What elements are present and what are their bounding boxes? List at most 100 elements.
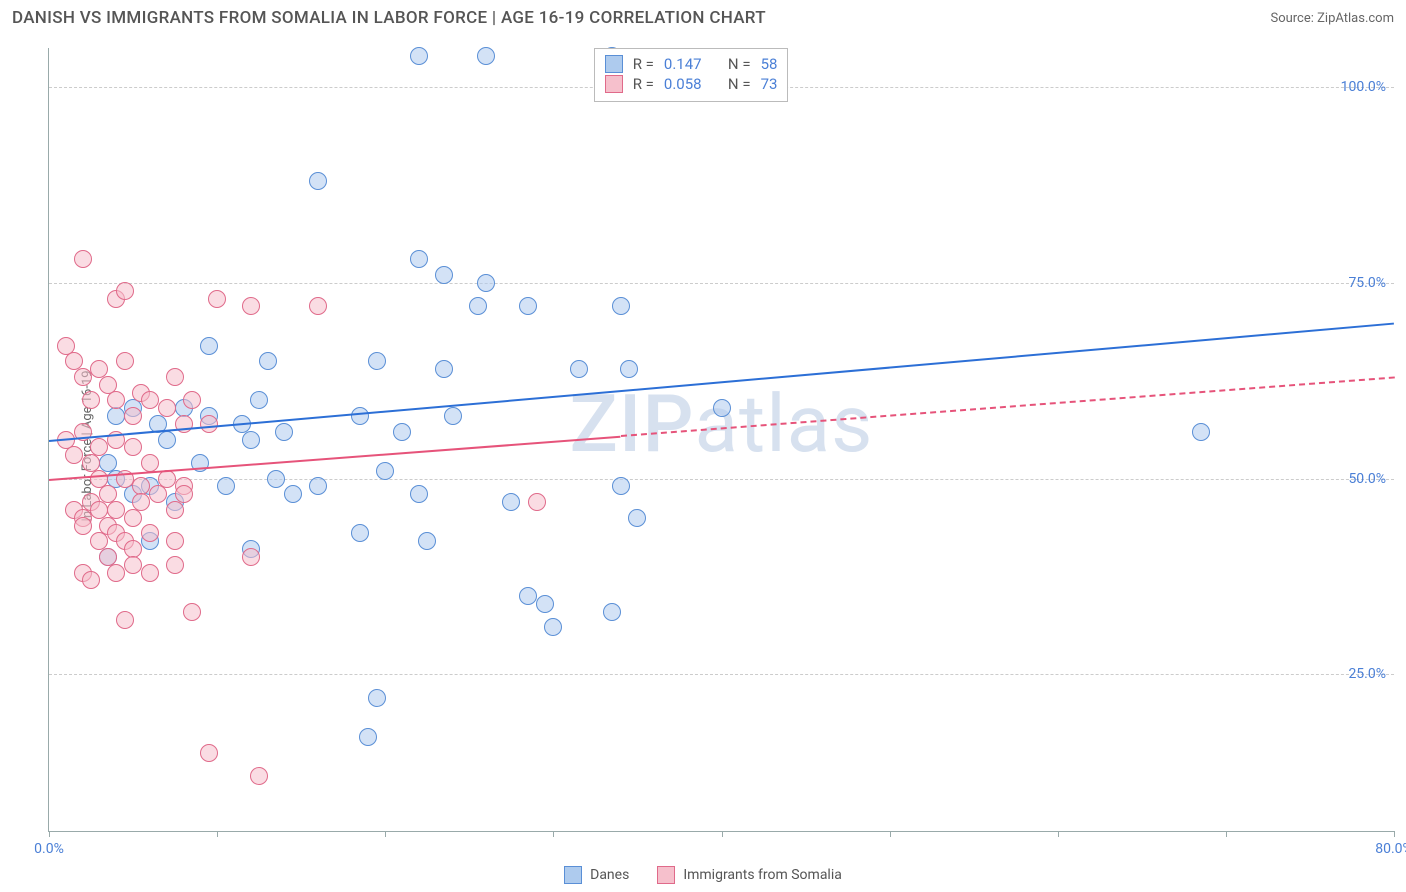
scatter-point — [544, 618, 562, 636]
scatter-point — [82, 571, 100, 589]
scatter-point — [519, 297, 537, 315]
r-label: R = — [633, 75, 654, 93]
x-tick — [890, 831, 891, 837]
trend-line — [621, 377, 1395, 438]
scatter-point — [603, 603, 621, 621]
scatter-point — [628, 509, 646, 527]
scatter-point — [469, 297, 487, 315]
r-value: 0.058 — [664, 75, 718, 93]
legend-swatch — [605, 75, 623, 93]
scatter-point — [124, 407, 142, 425]
x-tick — [722, 831, 723, 837]
scatter-point — [410, 47, 428, 65]
scatter-point — [477, 47, 495, 65]
chart-title: DANISH VS IMMIGRANTS FROM SOMALIA IN LAB… — [12, 8, 766, 28]
x-tick — [217, 831, 218, 837]
scatter-point — [183, 603, 201, 621]
scatter-point — [570, 360, 588, 378]
chart-area: ZIPatlas 25.0%50.0%75.0%100.0%0.0%80.0%R… — [48, 48, 1394, 832]
scatter-point — [519, 587, 537, 605]
chart-header: DANISH VS IMMIGRANTS FROM SOMALIA IN LAB… — [0, 0, 1406, 38]
scatter-point — [141, 524, 159, 542]
y-tick-label: 75.0% — [1348, 275, 1386, 291]
r-label: R = — [633, 55, 654, 73]
gridline — [49, 674, 1394, 675]
source-prefix: Source: — [1270, 11, 1317, 26]
scatter-point — [166, 368, 184, 386]
scatter-point — [65, 446, 83, 464]
scatter-point — [116, 611, 134, 629]
x-tick — [553, 831, 554, 837]
scatter-point — [242, 297, 260, 315]
series-legend: Danes Immigrants from Somalia — [0, 866, 1406, 884]
scatter-point — [309, 172, 327, 190]
scatter-point — [175, 485, 193, 503]
scatter-point — [477, 274, 495, 292]
plot-region: ZIPatlas 25.0%50.0%75.0%100.0%0.0%80.0%R… — [48, 48, 1394, 832]
x-tick — [1394, 831, 1395, 837]
legend-label: Immigrants from Somalia — [683, 867, 842, 883]
scatter-point — [166, 501, 184, 519]
scatter-point — [124, 438, 142, 456]
scatter-point — [275, 423, 293, 441]
gridline — [49, 283, 1394, 284]
legend-stats-row: R =0.147N =58 — [605, 55, 778, 73]
n-label: N = — [728, 75, 751, 93]
scatter-point — [200, 337, 218, 355]
scatter-point — [74, 250, 92, 268]
scatter-point — [107, 501, 125, 519]
x-tick — [1058, 831, 1059, 837]
scatter-point — [183, 391, 201, 409]
scatter-point — [435, 360, 453, 378]
scatter-point — [376, 462, 394, 480]
gridline — [49, 479, 1394, 480]
x-tick-label: 0.0% — [34, 841, 64, 857]
legend-label: Danes — [590, 867, 629, 883]
y-tick-label: 25.0% — [1348, 666, 1386, 682]
legend-swatch — [657, 866, 675, 884]
scatter-point — [74, 368, 92, 386]
scatter-point — [208, 290, 226, 308]
legend-swatch — [564, 866, 582, 884]
scatter-point — [435, 266, 453, 284]
correlation-stats-legend: R =0.147N =58R =0.058N =73 — [594, 48, 789, 102]
scatter-point — [528, 493, 546, 511]
scatter-point — [116, 282, 134, 300]
x-tick — [385, 831, 386, 837]
n-value: 58 — [761, 55, 778, 73]
legend-swatch — [605, 55, 623, 73]
scatter-point — [620, 360, 638, 378]
x-tick — [49, 831, 50, 837]
scatter-point — [242, 431, 260, 449]
n-value: 73 — [761, 75, 778, 93]
trend-line — [49, 322, 1394, 441]
x-tick — [1226, 831, 1227, 837]
scatter-point — [368, 352, 386, 370]
scatter-point — [359, 728, 377, 746]
scatter-point — [410, 250, 428, 268]
scatter-point — [200, 415, 218, 433]
scatter-point — [309, 477, 327, 495]
scatter-point — [612, 297, 630, 315]
scatter-point — [107, 407, 125, 425]
source-attribution: Source: ZipAtlas.com — [1270, 11, 1394, 26]
scatter-point — [82, 391, 100, 409]
scatter-point — [259, 352, 277, 370]
legend-stats-row: R = 0.058 N = 73 — [605, 75, 778, 93]
scatter-point — [141, 564, 159, 582]
y-tick-label: 100.0% — [1341, 79, 1386, 95]
scatter-point — [166, 532, 184, 550]
scatter-point — [250, 767, 268, 785]
scatter-point — [410, 485, 428, 503]
scatter-point — [713, 399, 731, 417]
y-tick-label: 50.0% — [1348, 471, 1386, 487]
scatter-point — [284, 485, 302, 503]
n-label: N = — [728, 55, 751, 73]
scatter-point — [158, 399, 176, 417]
scatter-point — [309, 297, 327, 315]
scatter-point — [502, 493, 520, 511]
scatter-point — [217, 477, 235, 495]
scatter-point — [74, 517, 92, 535]
scatter-point — [351, 524, 369, 542]
scatter-point — [107, 564, 125, 582]
